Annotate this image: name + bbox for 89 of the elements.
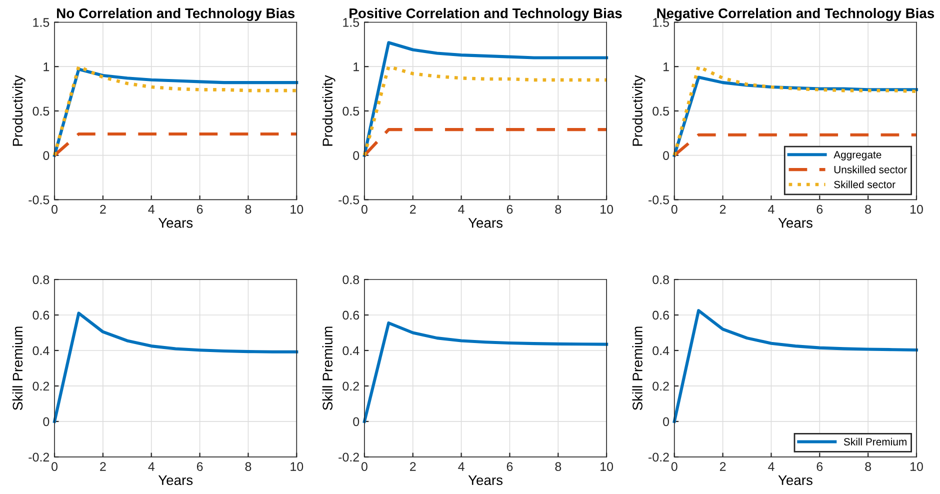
x-tick-label: 6 — [196, 462, 203, 471]
x-axis-title: Years — [158, 218, 193, 228]
x-axis-title: Years — [158, 475, 193, 486]
x-tick-label: 0 — [361, 204, 368, 214]
y-tick-label: 0.5 — [342, 106, 360, 116]
x-axis-title: Years — [468, 475, 503, 486]
x-tick-label: 0 — [361, 462, 368, 471]
y-tick-label: 1 — [354, 62, 359, 72]
x-tick-label: 8 — [245, 462, 252, 471]
chart-title: No Correlation and Technology Bias — [57, 8, 295, 22]
line-series — [362, 321, 608, 423]
x-tick-label: 8 — [555, 462, 562, 471]
y-tick-label: 0.5 — [32, 106, 50, 116]
y-tick-label: 0.2 — [32, 382, 50, 391]
x-tick-label: 4 — [768, 204, 774, 214]
y-tick-label: -0.2 — [28, 452, 50, 462]
legend-label: Skilled sector — [834, 180, 896, 188]
line-series — [672, 309, 918, 423]
y-axis-title: Productivity — [632, 75, 646, 146]
y-tick-label: 1.5 — [33, 18, 50, 27]
x-tick-label: 10 — [290, 462, 304, 471]
x-tick-label: 2 — [720, 204, 726, 214]
y-tick-label: 1 — [44, 62, 50, 72]
y-tick-label: -0.5 — [28, 195, 50, 204]
x-axis-title: Years — [778, 218, 812, 228]
x-tick-label: 2 — [720, 462, 726, 471]
x-axis-title: Years — [778, 475, 812, 486]
legend-label: Aggregate — [834, 151, 882, 160]
x-tick-label: 8 — [245, 204, 252, 214]
x-tick-label: 0 — [671, 204, 678, 214]
y-tick-label: 0.5 — [652, 106, 669, 116]
x-axis-title: Years — [468, 218, 503, 228]
x-tick-label: 10 — [910, 204, 923, 214]
x-tick-label: 2 — [100, 204, 106, 214]
line-series — [52, 312, 298, 423]
x-tick-label: 10 — [290, 204, 304, 214]
x-tick-label: 6 — [816, 204, 823, 214]
x-tick-label: 2 — [410, 462, 416, 471]
y-tick-label: 0.4 — [32, 346, 50, 356]
x-tick-label: 6 — [506, 462, 513, 471]
y-tick-label: 0 — [663, 417, 670, 426]
x-tick-label: 4 — [768, 462, 774, 471]
x-tick-label: 0 — [52, 462, 58, 471]
y-tick-label: 0.2 — [652, 382, 669, 391]
y-axis-title: Skill Premium — [12, 326, 23, 410]
y-axis-title: Skill Premium — [632, 326, 642, 410]
x-tick-label: 8 — [865, 462, 872, 471]
y-tick-label: 0.8 — [32, 275, 50, 284]
x-tick-label: 8 — [555, 204, 562, 214]
x-tick-label: 10 — [910, 462, 923, 471]
legend-label: Skill Premium — [844, 438, 906, 446]
y-tick-label: 0 — [43, 151, 50, 160]
x-tick-label: 4 — [458, 204, 464, 214]
y-axis-title: Skill Premium — [322, 326, 333, 410]
legend-label: Unskilled sector — [834, 166, 907, 174]
y-tick-label: 0.4 — [342, 346, 360, 356]
y-tick-label: 0.2 — [342, 382, 359, 391]
y-tick-label: -0.5 — [338, 195, 360, 204]
y-tick-label: 0.8 — [652, 275, 669, 284]
y-tick-label: 0 — [353, 417, 360, 426]
y-axis-title: Productivity — [12, 75, 26, 146]
x-tick-label: 2 — [410, 204, 416, 214]
x-tick-label: 2 — [100, 462, 106, 471]
y-axis-title: Productivity — [322, 75, 336, 146]
x-tick-label: 6 — [506, 204, 513, 214]
y-tick-label: 0.6 — [32, 310, 50, 320]
y-tick-label: -0.2 — [648, 452, 669, 462]
x-tick-label: 6 — [816, 462, 823, 471]
line-series — [362, 64, 608, 157]
x-tick-label: 0 — [52, 204, 58, 214]
x-tick-label: 10 — [600, 204, 614, 214]
y-tick-label: 0 — [43, 417, 50, 426]
y-tick-label: -0.5 — [648, 195, 669, 204]
x-tick-label: 4 — [148, 204, 154, 214]
line-series — [362, 41, 608, 157]
x-tick-label: 10 — [600, 462, 614, 471]
y-tick-label: 0.6 — [652, 310, 669, 320]
x-tick-label: 8 — [865, 204, 872, 214]
y-tick-label: 0.6 — [342, 310, 360, 320]
x-tick-label: 4 — [148, 462, 154, 471]
x-tick-label: 4 — [458, 462, 464, 471]
y-tick-label: -0.2 — [338, 452, 359, 462]
y-tick-label: 0.4 — [652, 346, 670, 356]
y-tick-label: 0 — [663, 151, 670, 160]
y-tick-label: 0.8 — [342, 275, 360, 284]
y-tick-label: 0 — [353, 151, 360, 160]
x-tick-label: 6 — [196, 204, 203, 214]
y-tick-label: 1 — [664, 62, 669, 72]
x-tick-label: 0 — [671, 462, 678, 471]
